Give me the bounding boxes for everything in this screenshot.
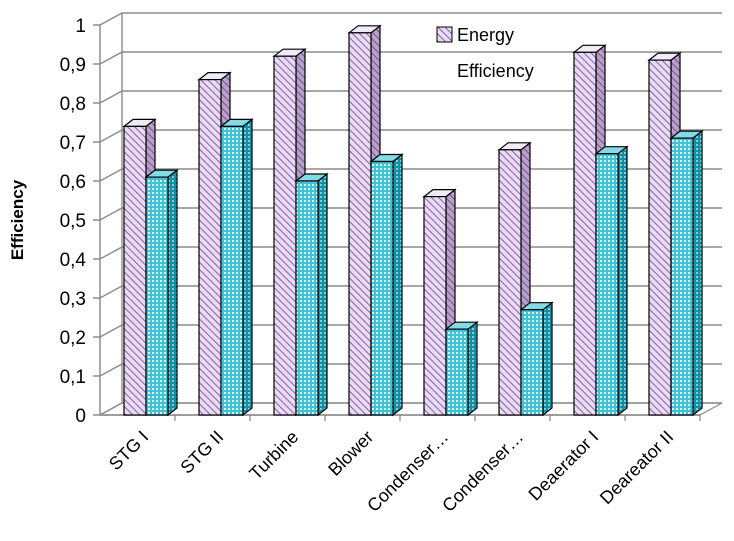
y-tick-label: 0,8 <box>60 94 86 115</box>
gridline <box>99 207 722 221</box>
y-tick-label: 1 <box>75 16 86 37</box>
bar-exergy <box>219 118 254 417</box>
gridline <box>99 285 722 299</box>
gridline <box>99 246 722 260</box>
floor-plane <box>99 402 723 416</box>
legend: Energy Efficiency <box>436 25 534 81</box>
grid-layer <box>99 12 722 416</box>
y-tick-label: 0,4 <box>60 250 87 271</box>
bar-energy <box>422 188 457 417</box>
x-tick-label: Deaerator I <box>525 427 603 505</box>
y-tick-label: 0,9 <box>60 55 86 76</box>
bars-layer <box>122 24 704 417</box>
gridline <box>99 129 722 143</box>
bar-exergy <box>369 153 404 417</box>
bar-exergy <box>144 168 179 417</box>
gridline <box>99 324 722 338</box>
x-tick-label: Turbine <box>245 427 302 484</box>
bar-exergy <box>444 320 479 417</box>
gridline <box>99 12 722 26</box>
x-tick-label: Deareator II <box>596 427 677 508</box>
x-tick-label: STG I <box>105 427 152 474</box>
axes-layer <box>93 13 723 421</box>
bar-exergy <box>519 301 554 417</box>
y-tick-label: 0,1 <box>60 367 86 388</box>
legend-label-efficiency: Efficiency <box>457 61 534 81</box>
bar-exergy <box>669 129 704 417</box>
x-tick-label: Condenser… <box>438 427 527 516</box>
y-tick-label: 0,3 <box>60 289 86 310</box>
y-tick-label: 0,2 <box>60 328 86 349</box>
gridline <box>99 363 722 377</box>
y-tick-label: 0 <box>75 406 86 427</box>
gridline <box>99 90 722 104</box>
y-tick-label: 0,7 <box>60 133 86 154</box>
legend-swatch-energy <box>436 26 453 43</box>
bar-exergy <box>594 145 629 417</box>
y-axis-label: Efficiency <box>8 179 27 260</box>
legend-label-energy: Energy <box>457 25 514 45</box>
x-tick-label: Blower <box>324 427 377 480</box>
gridline <box>99 51 722 65</box>
gridline <box>99 168 722 182</box>
gridline <box>99 402 722 416</box>
x-tick-label: STG II <box>176 427 227 478</box>
bar-exergy <box>294 172 329 417</box>
y-tick-label: 0,5 <box>60 211 86 232</box>
y-tick-label: 0,6 <box>60 172 86 193</box>
